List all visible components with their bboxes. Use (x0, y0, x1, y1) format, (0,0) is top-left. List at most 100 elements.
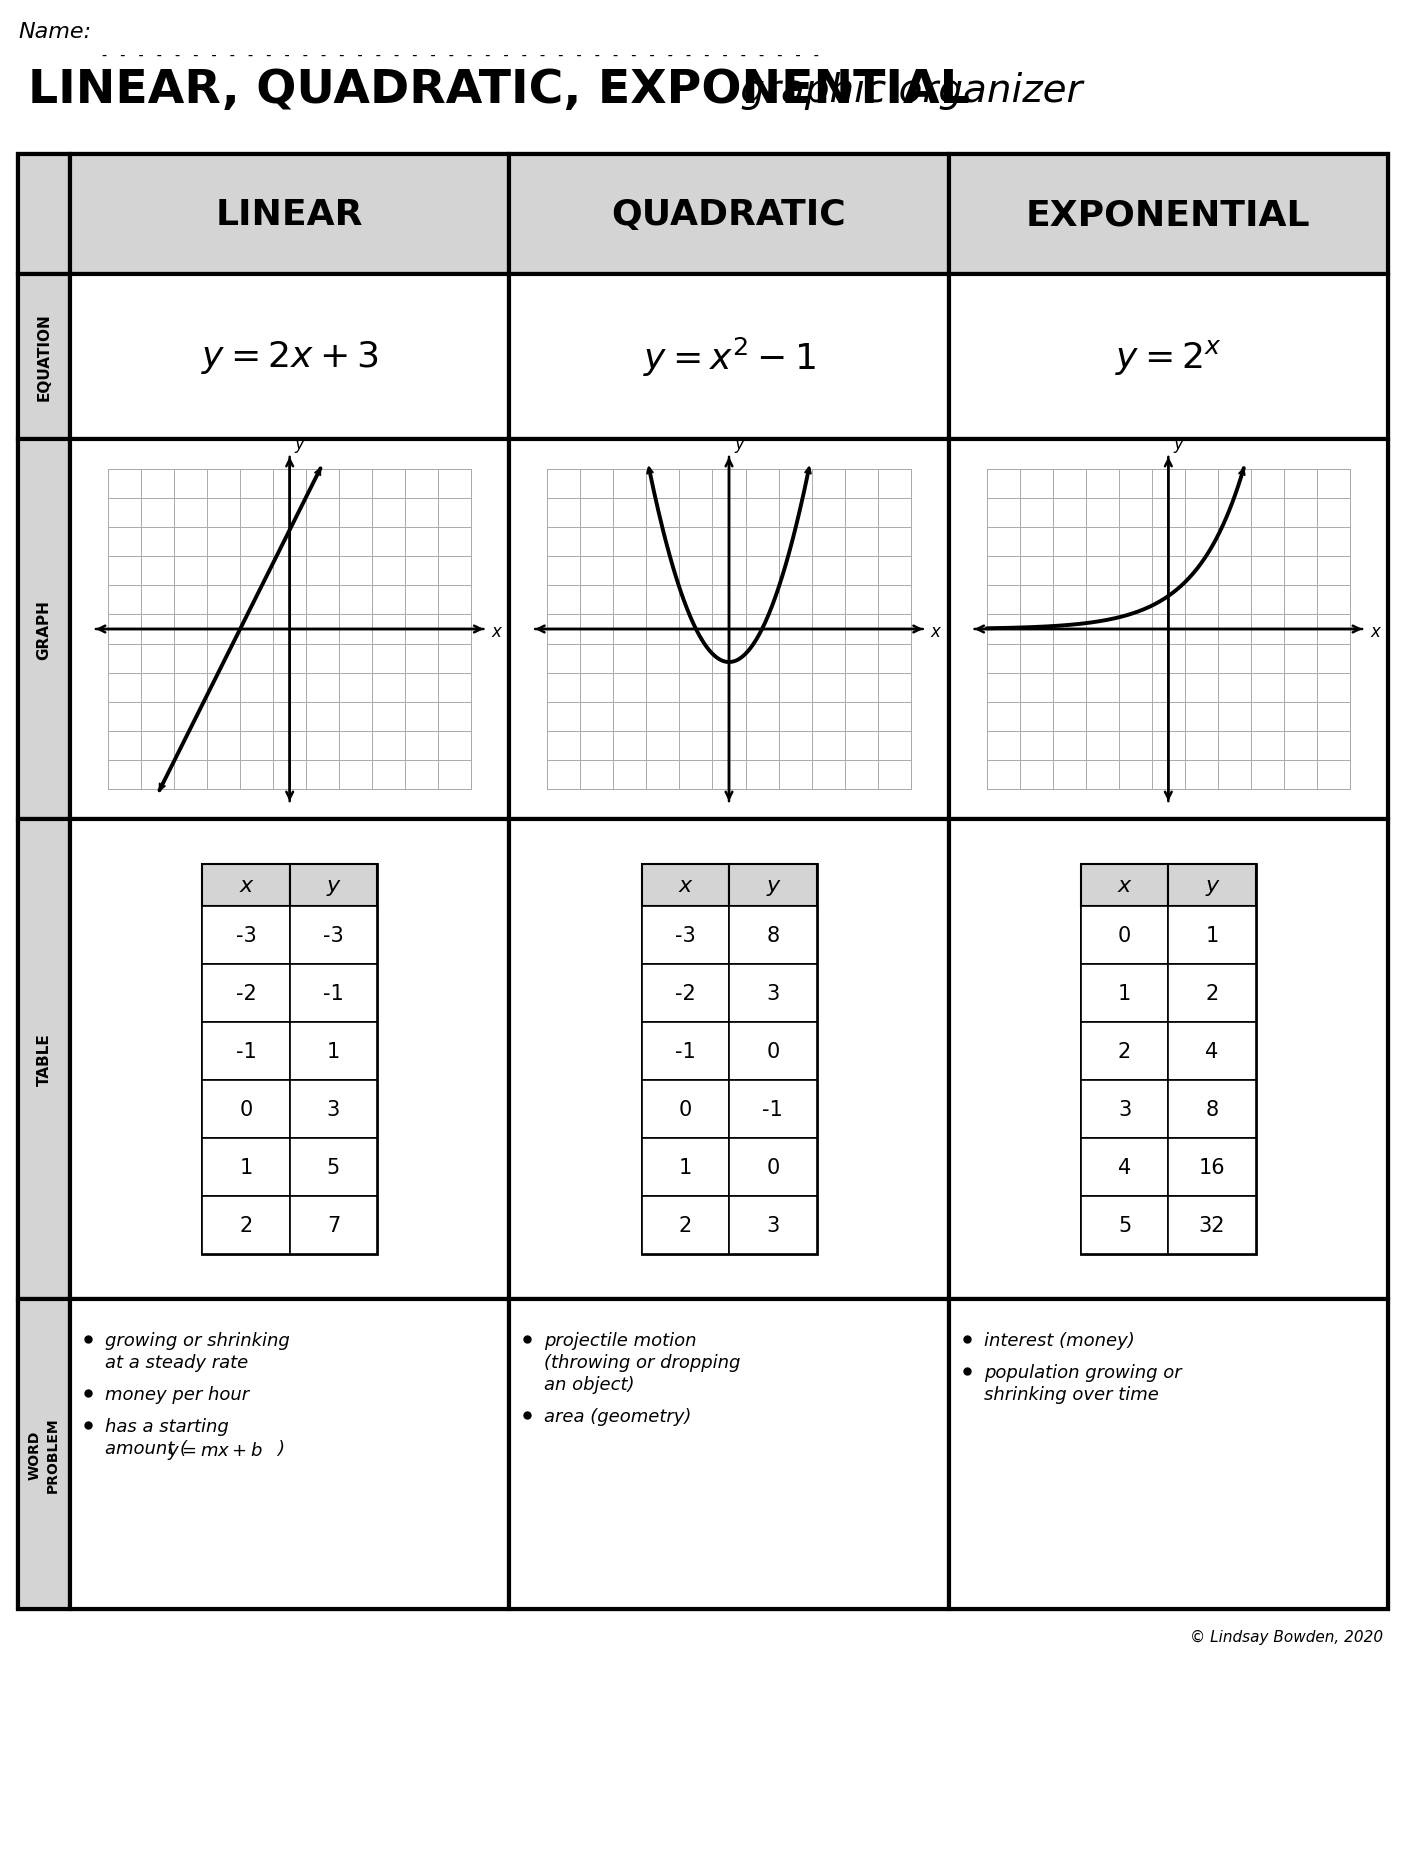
Bar (728, 1023, 817, 1081)
Text: population growing or: population growing or (984, 1364, 1181, 1380)
Bar (509, 155, 949, 275)
Bar (1168, 907, 1256, 965)
Bar (202, 1139, 290, 1197)
Bar (641, 865, 817, 1255)
Bar (728, 1197, 817, 1255)
Text: (throwing or dropping: (throwing or dropping (544, 1354, 741, 1371)
Text: y: y (1205, 875, 1219, 895)
Bar (728, 965, 817, 1023)
Bar (728, 865, 817, 907)
Bar (728, 1081, 817, 1139)
Text: 1: 1 (239, 1158, 253, 1178)
Text: © Lindsay Bowden, 2020: © Lindsay Bowden, 2020 (1189, 1630, 1384, 1644)
Bar (1081, 1139, 1168, 1197)
Text: 16: 16 (1199, 1158, 1226, 1178)
Bar (641, 1081, 728, 1139)
Bar (509, 440, 949, 820)
Text: 5: 5 (1118, 1216, 1132, 1236)
Text: 7: 7 (326, 1216, 340, 1236)
Text: ): ) (277, 1438, 284, 1457)
Bar (1081, 965, 1168, 1023)
Text: EQUATION: EQUATION (37, 313, 52, 401)
Text: amount (: amount ( (105, 1438, 187, 1457)
Bar (18, 1300, 70, 1609)
Bar (1081, 907, 1168, 965)
Bar (1081, 865, 1168, 907)
Text: x: x (679, 875, 692, 895)
Bar (202, 965, 290, 1023)
Text: 1: 1 (679, 1158, 692, 1178)
Bar (1168, 1081, 1256, 1139)
Bar (70, 275, 509, 440)
Bar (641, 865, 728, 907)
Text: $y = x^2 - 1$: $y = x^2 - 1$ (643, 335, 815, 378)
Text: 1: 1 (1118, 983, 1132, 1004)
Bar (1168, 1139, 1256, 1197)
Text: growing or shrinking: growing or shrinking (105, 1332, 290, 1349)
Bar (509, 1300, 949, 1609)
Text: an object): an object) (544, 1375, 636, 1394)
Bar (1081, 1023, 1168, 1081)
Text: $y = 2x + 3$: $y = 2x + 3$ (201, 339, 378, 376)
Text: shrinking over time: shrinking over time (984, 1386, 1159, 1403)
Bar (18, 440, 70, 820)
Text: has a starting: has a starting (105, 1418, 229, 1435)
Text: -1: -1 (323, 983, 344, 1004)
Bar (202, 865, 290, 907)
Text: $y = 2^x$: $y = 2^x$ (1115, 337, 1222, 376)
Text: 32: 32 (1199, 1216, 1226, 1236)
Bar (949, 1300, 1388, 1609)
Text: y: y (766, 875, 779, 895)
Text: area (geometry): area (geometry) (544, 1407, 692, 1425)
Text: -3: -3 (323, 925, 344, 946)
Bar (202, 1023, 290, 1081)
Text: QUADRATIC: QUADRATIC (612, 199, 846, 232)
Bar (290, 865, 377, 907)
Text: x: x (1118, 875, 1132, 895)
Bar (949, 275, 1388, 440)
Text: GRAPH: GRAPH (37, 599, 52, 659)
Text: y: y (326, 875, 340, 895)
Bar (70, 155, 509, 275)
Text: 8: 8 (1205, 1099, 1219, 1120)
Bar (949, 440, 1388, 820)
Text: LINEAR: LINEAR (217, 199, 363, 232)
Bar (18, 820, 70, 1300)
Bar (728, 1139, 817, 1197)
Text: 5: 5 (326, 1158, 340, 1178)
Text: 0: 0 (766, 1041, 779, 1062)
Bar (509, 820, 949, 1300)
Text: y: y (734, 435, 744, 453)
Bar (1168, 865, 1256, 907)
Bar (290, 1023, 377, 1081)
Text: 0: 0 (1118, 925, 1132, 946)
Bar (290, 1081, 377, 1139)
Bar (641, 1139, 728, 1197)
Bar (1168, 965, 1256, 1023)
Bar (641, 1197, 728, 1255)
Bar (202, 1197, 290, 1255)
Bar (949, 820, 1388, 1300)
Text: x: x (491, 622, 501, 641)
Bar (509, 275, 949, 440)
Text: TABLE: TABLE (37, 1034, 52, 1086)
Text: projectile motion: projectile motion (544, 1332, 697, 1349)
Text: 2: 2 (239, 1216, 253, 1236)
Text: $y = mx + b$: $y = mx + b$ (167, 1438, 263, 1461)
Bar (18, 155, 70, 275)
Text: -2: -2 (236, 983, 256, 1004)
Bar (70, 820, 509, 1300)
Bar (987, 470, 1350, 790)
Text: x: x (931, 622, 941, 641)
Text: 3: 3 (1118, 1099, 1132, 1120)
Text: LINEAR, QUADRATIC, EXPONENTIAL: LINEAR, QUADRATIC, EXPONENTIAL (28, 67, 970, 112)
Bar (1081, 865, 1256, 1255)
Text: 3: 3 (766, 1216, 779, 1236)
Bar (949, 155, 1388, 275)
Bar (202, 907, 290, 965)
Bar (547, 470, 911, 790)
Bar (202, 865, 377, 1255)
Bar (290, 1197, 377, 1255)
Text: y: y (295, 435, 305, 453)
Bar (18, 275, 70, 440)
